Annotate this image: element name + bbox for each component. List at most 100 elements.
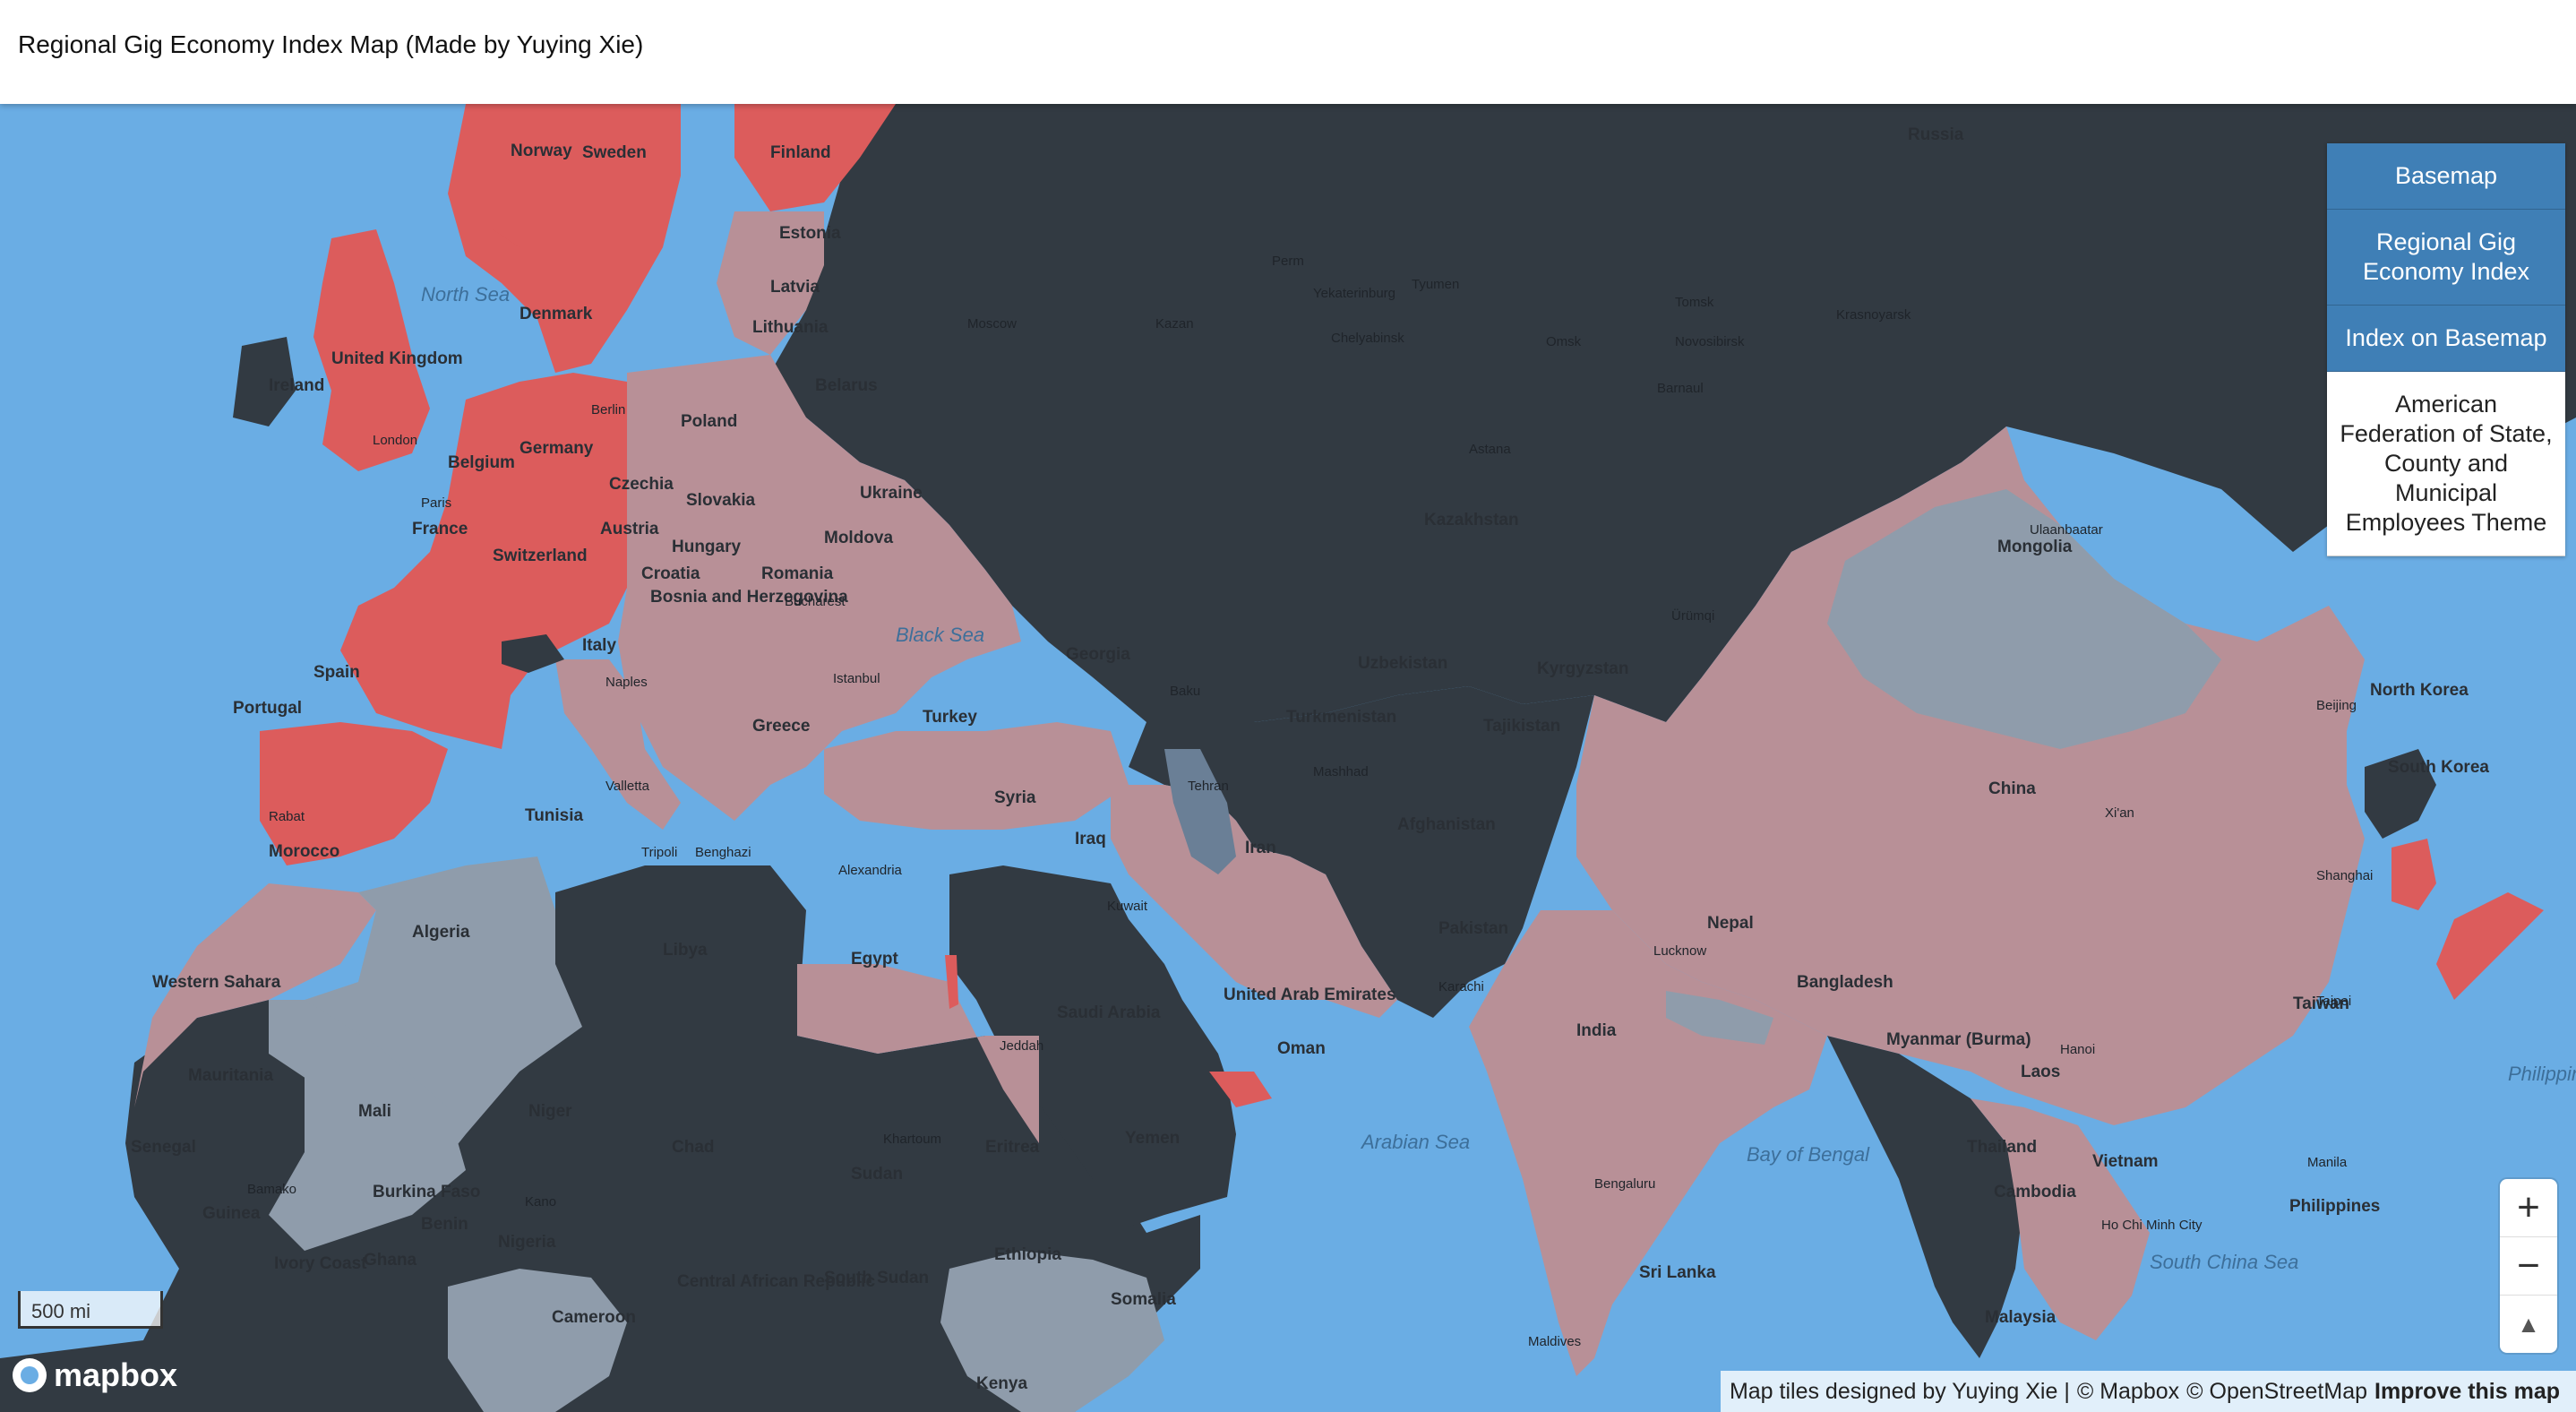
map-canvas[interactable]: Norway Sweden Finland United Kingdom Ire… — [0, 104, 2576, 1412]
label-city: Omsk — [1546, 334, 1582, 349]
menu-item-basemap[interactable]: Basemap — [2327, 143, 2565, 210]
label-country: India — [1576, 1021, 1617, 1040]
region-korea-north[interactable] — [2365, 749, 2436, 839]
region-finland[interactable] — [734, 104, 896, 211]
zoom-in-button[interactable]: + — [2500, 1179, 2557, 1237]
label-city: Lucknow — [1653, 943, 1706, 959]
zoom-controls: + − ▲ — [2500, 1179, 2557, 1353]
label-city: Kuwait — [1107, 899, 1148, 914]
label-city: Tripoli — [641, 845, 677, 860]
zoom-out-button[interactable]: − — [2500, 1237, 2557, 1296]
region-caspian[interactable] — [1164, 749, 1236, 874]
label-city: Paris — [421, 495, 451, 511]
region-turkey[interactable] — [824, 722, 1129, 830]
region-arabia[interactable] — [949, 865, 1236, 1233]
label-country: Austria — [600, 520, 659, 538]
label-country: Turkmenistan — [1286, 708, 1396, 727]
attribution-mapbox-link[interactable]: © Mapbox — [2076, 1378, 2180, 1404]
label-city: Bucharest — [785, 594, 846, 609]
label-country: Pakistan — [1438, 919, 1508, 938]
region-ethiopia[interactable] — [940, 1251, 1164, 1412]
label-city: Maldives — [1528, 1334, 1581, 1349]
map-svg[interactable]: Norway Sweden Finland United Kingdom Ire… — [0, 104, 2576, 1412]
label-country: Russia — [1908, 125, 1964, 144]
layer-menu: Basemap Regional Gig Economy Index Index… — [2327, 143, 2565, 556]
label-country: Malaysia — [1985, 1308, 2057, 1327]
region-italy[interactable] — [555, 659, 681, 830]
label-country: Latvia — [770, 278, 820, 297]
region-iran[interactable] — [1111, 785, 1397, 1018]
label-country: Burkina Faso — [373, 1183, 480, 1201]
region-israel[interactable] — [945, 955, 958, 1009]
label-city: Tehran — [1188, 779, 1229, 794]
label-country: Vietnam — [2092, 1152, 2159, 1171]
region-nepal[interactable] — [1666, 991, 1773, 1045]
region-southeast-asia[interactable] — [1971, 1098, 2150, 1340]
region-morocco-b[interactable] — [134, 883, 376, 1107]
label-country: Syria — [994, 788, 1036, 807]
region-norway[interactable] — [493, 104, 573, 247]
label-city: Alexandria — [838, 863, 903, 878]
label-city: Bengaluru — [1594, 1176, 1655, 1192]
region-indochina-dark[interactable] — [1827, 1036, 2024, 1358]
attribution-osm-link[interactable]: © OpenStreetMap — [2186, 1378, 2367, 1404]
label-city: Mashhad — [1313, 764, 1369, 779]
menu-item-afscme-theme[interactable]: American Federation of State, County and… — [2327, 372, 2565, 556]
menu-item-gig-index[interactable]: Regional Gig Economy Index — [2327, 210, 2565, 306]
region-nigeria[interactable] — [448, 1269, 627, 1412]
region-baltics[interactable] — [717, 211, 824, 355]
label-country: Kenya — [976, 1374, 1027, 1393]
region-switzerland[interactable] — [502, 634, 564, 673]
attribution-bar: Map tiles designed by Yuying Xie | © Map… — [1720, 1371, 2576, 1412]
label-city: Beijing — [2316, 698, 2357, 713]
label-city: Istanbul — [833, 671, 880, 686]
compass-button[interactable]: ▲ — [2517, 1310, 2540, 1338]
label-city: Tyumen — [1412, 277, 1459, 292]
improve-map-link[interactable]: Improve this map — [2374, 1378, 2560, 1404]
region-south-korea[interactable] — [2391, 839, 2436, 910]
label-country: Guinea — [202, 1204, 261, 1223]
region-uk[interactable] — [313, 229, 430, 471]
label-country: China — [1988, 779, 2036, 798]
label-city: Benghazi — [695, 845, 751, 860]
region-ireland[interactable] — [233, 337, 296, 426]
label-city: Novosibirsk — [1675, 334, 1745, 349]
region-japan[interactable] — [2436, 892, 2544, 1000]
region-russia[interactable] — [770, 104, 2576, 731]
region-mali[interactable] — [269, 1000, 466, 1251]
label-country: Thailand — [1967, 1138, 2037, 1157]
region-egypt[interactable] — [797, 964, 1039, 1143]
label-country: Kyrgyzstan — [1537, 659, 1628, 678]
menu-item-index-on-basemap[interactable]: Index on Basemap — [2327, 306, 2565, 372]
label-country: Western Sahara — [152, 973, 281, 992]
label-country: Norway — [511, 142, 572, 160]
label-country: Poland — [681, 412, 737, 431]
label-country: Mali — [358, 1102, 391, 1121]
label-city: Ulaanbaatar — [2030, 522, 2103, 538]
label-country: Benin — [421, 1215, 468, 1234]
label-country: France — [412, 520, 468, 538]
city-labels: Moscow Kazan Perm Yekaterinburg Chelyabi… — [247, 254, 2373, 1349]
label-country: Philippines — [2289, 1197, 2380, 1216]
label-sea: Philippine Sea — [2508, 1063, 2576, 1085]
region-western-europe[interactable] — [340, 373, 627, 749]
mapbox-logo[interactable]: mapbox — [13, 1356, 177, 1394]
region-china[interactable] — [1576, 426, 2365, 1125]
label-country: Sudan — [851, 1165, 903, 1184]
label-country: Germany — [519, 439, 594, 458]
label-city: Ho Chi Minh City — [2101, 1218, 2202, 1233]
region-iberia[interactable] — [260, 722, 448, 865]
label-country: Taiwan — [2293, 994, 2349, 1013]
region-mongolia[interactable] — [1827, 489, 2221, 749]
label-city: Moscow — [967, 316, 1017, 331]
region-central-asia[interactable] — [1129, 686, 1594, 1018]
label-city: Perm — [1272, 254, 1304, 269]
label-country: Iraq — [1075, 830, 1106, 848]
label-city: Jeddah — [1000, 1038, 1043, 1054]
label-sea: Bay of Bengal — [1747, 1143, 1870, 1166]
region-uae[interactable] — [1209, 1072, 1272, 1107]
label-city: Kazan — [1155, 316, 1194, 331]
region-eastern-europe[interactable] — [618, 355, 1021, 821]
label-country: Finland — [770, 143, 831, 162]
label-city: Kano — [525, 1194, 556, 1210]
